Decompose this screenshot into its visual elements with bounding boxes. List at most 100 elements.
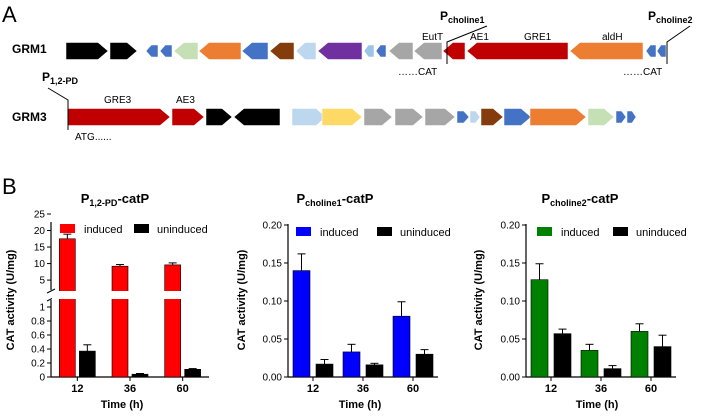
chart-choline1-catp: Pcholine1-catP CAT activity (U/mg) Time …	[236, 191, 451, 411]
legend-induced-label: induced	[561, 227, 600, 239]
chart-1-xlabel: Time (h)	[101, 399, 144, 411]
grm1-gene-arrow	[159, 44, 173, 58]
grm3-gene-arrow	[67, 108, 171, 126]
chart-1-y-lower-tick-label: 1	[39, 303, 45, 314]
grm1-gene-arrow	[656, 44, 667, 58]
chart-1-y-lower-tick-label: 0.8	[31, 317, 45, 328]
chart-1-break-gap	[52, 291, 202, 299]
grm3-gene-arrow	[291, 108, 327, 126]
chart-1-legend: induced uninduced	[60, 224, 208, 236]
grm1-gene-arrow	[363, 44, 375, 58]
grm1-gene-arrow	[413, 42, 443, 60]
grm1-gene-label-aldh: aldH	[602, 32, 623, 43]
grm1-label: GRM1	[12, 42, 47, 56]
legend-uninduced-swatch	[613, 227, 628, 236]
grm3-gene-arrow	[456, 110, 470, 124]
grm3-gene-arrow	[424, 108, 456, 126]
chart-2-bar-uninduced-60	[415, 353, 434, 378]
chart-2-y-tick-label: 0.10	[263, 297, 283, 308]
chart-1-bar-induced-60	[164, 264, 181, 378]
chart-1-bar-uninduced-60	[184, 368, 201, 378]
chart-3-bar-induced-36	[580, 350, 599, 378]
grm1-gene-arrow	[569, 42, 644, 60]
chart-2-bar-uninduced-12	[315, 363, 334, 378]
grm1-gene-arrow	[466, 42, 569, 60]
legend-uninduced-label: uninduced	[636, 227, 687, 239]
grm3-gene-arrow	[626, 110, 637, 124]
grm1-gene-cluster	[65, 42, 667, 60]
grm3-gene-arrow	[529, 108, 587, 126]
chart-3-xlabel: Time (h)	[576, 399, 619, 411]
chart-2-y-tick-label: 0.15	[263, 259, 283, 270]
grm3-gene-label-gre3: GRE3	[104, 95, 132, 106]
chart-2-y-tick-label: 0.00	[263, 373, 283, 384]
chart-1-x-tick-label: 60	[177, 383, 189, 395]
chart-1-y-upper-tick-label: 10	[34, 259, 46, 270]
svg-text:P1,2-PD: P1,2-PD	[42, 70, 79, 86]
chart-2-xlabel: Time (h)	[339, 399, 382, 411]
chart-3-ylabel: CAT activity (U/mg)	[473, 249, 485, 350]
legend-induced-label: induced	[320, 227, 359, 239]
grm1-gene-arrow	[375, 44, 387, 58]
chart-3-y-tick-label: 0.20	[501, 221, 521, 232]
chart-2-x-tick-label: 60	[407, 383, 419, 395]
grm1-seq-1: ……CAT	[398, 67, 437, 78]
grm3-gene-cluster	[67, 108, 637, 126]
grm3-gene-arrow	[171, 108, 205, 126]
grm1-gene-arrow	[317, 42, 363, 60]
chart-3-title: Pcholine2-catP	[542, 191, 619, 208]
chart-2-bar-uninduced-36	[365, 364, 384, 378]
grm3-seq: ATG......	[75, 132, 111, 143]
panel-a-label: A	[2, 2, 17, 27]
grm1-gene-arrow	[109, 42, 138, 60]
grm1-gene-arrow	[442, 42, 466, 60]
chart-3-y-tick-label: 0.00	[501, 373, 521, 384]
chart-3-bar-induced-12	[530, 279, 549, 378]
legend-induced-label: induced	[84, 224, 123, 236]
grm3-gene-label-ae3: AE3	[176, 95, 195, 106]
promoter-1-2-pd: P1,2-PD	[42, 70, 79, 130]
grm3-gene-arrow	[363, 108, 393, 126]
chart-1-bar-induced-36	[111, 265, 129, 378]
chart-3-x-tick-label: 36	[595, 383, 607, 395]
grm1-gene-arrow	[65, 42, 109, 60]
chart-1-x-tick-label: 36	[124, 383, 136, 395]
legend-uninduced-label: uninduced	[400, 227, 451, 239]
chart-1-y-upper-tick-label: 25	[34, 210, 46, 221]
chart-1-bar-uninduced-12	[79, 350, 96, 378]
chart-2-y-tick-label: 0.05	[263, 335, 283, 346]
chart-2-x-tick-label: 36	[357, 383, 369, 395]
panel-b-label: B	[2, 174, 17, 199]
svg-text:Pcholine2: Pcholine2	[648, 9, 693, 25]
chart-choline2-catp: Pcholine2-catP CAT activity (U/mg) Time …	[473, 191, 687, 411]
chart-2-legend: induced uninduced	[296, 227, 451, 239]
legend-uninduced-label: uninduced	[157, 224, 208, 236]
chart-2-bar-induced-36	[342, 351, 361, 378]
grm1-gene-label-eutt: EutT	[422, 32, 443, 43]
chart-1-axis-break-upper	[46, 288, 56, 294]
chart-1-y-lower-tick-label: 0.6	[31, 331, 45, 342]
chart-3-bar-uninduced-36	[603, 368, 622, 378]
chart-3-legend: induced uninduced	[537, 227, 687, 239]
chart-2-bar-induced-60	[392, 315, 411, 378]
chart-3-y-tick-label: 0.05	[501, 335, 521, 346]
chart-3-y-tick-label: 0.15	[501, 259, 521, 270]
chart-3-bar-uninduced-12	[553, 333, 572, 378]
chart-3-bar-induced-60	[630, 331, 649, 378]
grm1-gene-arrow	[198, 42, 242, 60]
chart-1-y-upper-tick-label: 20	[34, 226, 46, 237]
grm3-gene-arrow	[205, 108, 233, 126]
grm3-gene-arrow	[394, 108, 424, 126]
chart-2-title: Pcholine1-catP	[297, 191, 374, 208]
chart-1-y-lower-tick-label: 0	[39, 373, 45, 384]
grm1-gene-arrow	[145, 44, 159, 58]
chart-2-bar-induced-12	[292, 270, 311, 378]
grm3-gene-arrow	[469, 110, 481, 124]
grm1-gene-label-gre1: GRE1	[524, 32, 552, 43]
grm1-gene-arrow	[388, 42, 414, 60]
chart-1-title: P1,2-PD-catP	[81, 191, 150, 208]
grm1-gene-label-ae1: AE1	[470, 32, 489, 43]
chart-2-ylabel: CAT activity (U/mg)	[236, 249, 248, 350]
promoter-choline2: Pcholine2	[648, 9, 693, 64]
grm1-gene-arrow	[269, 42, 295, 60]
